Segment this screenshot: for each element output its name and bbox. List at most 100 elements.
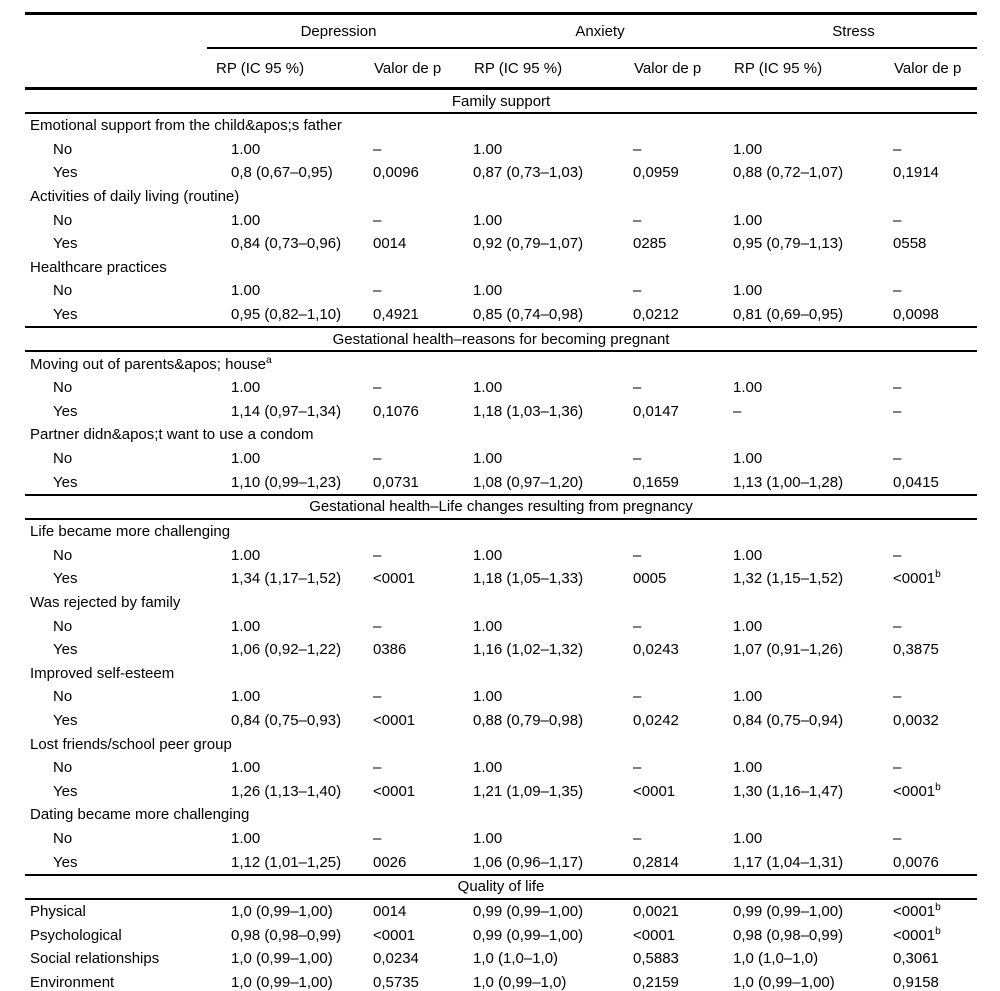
cell-anxiety-p: 0,0212 — [633, 306, 679, 324]
cell-anxiety-rp: 1.00 — [473, 759, 503, 777]
cell-anxiety-p: 0,2159 — [633, 973, 679, 991]
cell-depression-p — [370, 256, 470, 280]
cell-depression-p — [370, 185, 470, 209]
cell-stress-rp: 1.00 — [733, 379, 763, 397]
cell-stress-p — [890, 519, 977, 544]
cell-anxiety-p: 0285 — [633, 235, 667, 253]
row-label: Improved self-esteem — [30, 664, 175, 682]
cell-stress-p: – — [893, 546, 902, 564]
table-row: Yes 1,12 (1,01–1,25) 0026 1,06 (0,96–1,17) 0… — [25, 850, 977, 875]
cell-depression-p: – — [373, 688, 382, 706]
cell-stress-p: – — [893, 402, 902, 420]
row-label: Activities of daily living (routine) — [30, 188, 240, 206]
cell-stress-p — [890, 351, 977, 376]
cell-stress-rp: 1.00 — [733, 617, 763, 635]
cell-anxiety-rp: 0,85 (0,74–0,98) — [473, 306, 584, 324]
cell-depression-p: <0001 — [373, 711, 416, 729]
subheader-p-anxiety: Valor de p — [630, 48, 731, 90]
row-label: No — [53, 759, 73, 777]
cell-stress-p: – — [893, 450, 902, 468]
cell-depression-p — [370, 519, 470, 544]
row-label: Life became more challenging — [30, 523, 231, 541]
cell-stress-p — [890, 185, 977, 209]
cell-depression-p: <0001 — [373, 570, 416, 588]
cell-stress-rp — [730, 113, 890, 138]
cell-stress-rp — [730, 519, 890, 544]
cell-stress-p: <0001b — [893, 569, 941, 588]
cell-anxiety-p — [630, 351, 730, 376]
cell-depression-p: – — [373, 617, 382, 635]
cell-stress-p: 0,1914 — [893, 164, 939, 182]
table-row: Activities of daily living (routine) — [25, 185, 977, 209]
cell-depression-rp — [207, 256, 370, 280]
cell-depression-p — [370, 113, 470, 138]
cell-depression-rp: 1,10 (0,99–1,23) — [231, 473, 342, 491]
cell-anxiety-p: 0,5883 — [633, 950, 679, 968]
cell-depression-p: – — [373, 211, 382, 229]
cell-anxiety-p: 0,0147 — [633, 402, 679, 420]
row-label: Yes — [53, 402, 78, 420]
cell-anxiety-rp: 1,0 (1,0–1,0) — [473, 950, 559, 968]
superscript-note: b — [935, 902, 941, 914]
row-label: Moving out of parents&apos; housea — [30, 354, 272, 373]
row-label: Yes — [53, 235, 78, 253]
subheader-p-stress: Valor de p — [890, 48, 978, 90]
cell-depression-rp: 0,95 (0,82–1,10) — [231, 306, 342, 324]
cell-anxiety-rp: 1,06 (0,96–1,17) — [473, 853, 584, 871]
cell-depression-rp: 1.00 — [231, 450, 261, 468]
cell-depression-rp: 1,26 (1,13–1,40) — [231, 782, 342, 800]
cell-stress-p — [890, 661, 977, 685]
cell-anxiety-rp: 0,99 (0,99–1,00) — [473, 903, 584, 921]
cell-depression-rp — [207, 661, 370, 685]
cell-stress-p: 0,0415 — [893, 473, 939, 491]
table-row: Yes 1,06 (0,92–1,22) 0386 1,16 (1,02–1,32) 0… — [25, 638, 977, 662]
cell-depression-rp: 1,0 (0,99–1,00) — [231, 950, 333, 968]
group-header-depression: Depression — [207, 13, 470, 49]
table-row: No 1.00 – 1.00 – 1.00 – — [25, 138, 977, 162]
cell-stress-p: 0,0032 — [893, 711, 939, 729]
row-label: Yes — [53, 641, 78, 659]
table-row: No 1.00 – 1.00 – 1.00 – — [25, 447, 977, 471]
cell-depression-p: 0014 — [373, 235, 407, 253]
table-row: Yes 0,84 (0,75–0,93) <0001 0,88 (0,79–0,98)… — [25, 709, 977, 733]
cell-depression-p: 0,0731 — [373, 473, 419, 491]
row-label: Yes — [53, 306, 78, 324]
cell-stress-rp — [730, 732, 890, 756]
cell-anxiety-rp: 0,92 (0,79–1,07) — [473, 235, 584, 253]
table-row: No 1.00 – 1.00 – 1.00 – — [25, 685, 977, 709]
cell-anxiety-p: <0001 — [633, 782, 676, 800]
cell-stress-rp — [730, 256, 890, 280]
row-label: Emotional support from the child&apos;s … — [30, 117, 342, 135]
cell-anxiety-p — [630, 591, 730, 615]
cell-depression-rp: 1.00 — [231, 829, 261, 847]
cell-stress-rp: 1,32 (1,15–1,52) — [733, 570, 844, 588]
section-row: Gestational health–reasons for becoming … — [25, 326, 978, 353]
cell-stress-p: – — [893, 688, 902, 706]
cell-anxiety-rp: 1,18 (1,05–1,33) — [473, 570, 584, 588]
superscript-note: b — [935, 925, 941, 937]
cell-anxiety-rp: 1.00 — [473, 140, 503, 158]
subheader-p-depression: Valor de p — [370, 48, 470, 90]
cell-anxiety-rp — [470, 591, 630, 615]
table-row: Partner didn&apos;t want to use a condom — [25, 423, 977, 447]
cell-anxiety-p: – — [633, 688, 642, 706]
section-header: Gestational health–Life changes resultin… — [25, 493, 978, 520]
row-label: Was rejected by family — [30, 593, 181, 611]
table-row: Dating became more challenging — [25, 803, 977, 827]
cell-stress-p — [890, 591, 977, 615]
cell-anxiety-rp — [470, 803, 630, 827]
cell-depression-p: – — [373, 829, 382, 847]
table-row: Yes 1,10 (0,99–1,23) 0,0731 1,08 (0,97–1,20… — [25, 470, 977, 495]
cell-anxiety-p: – — [633, 546, 642, 564]
cell-stress-rp: 1.00 — [733, 450, 763, 468]
table-row: Psychological 0,98 (0,98–0,99) <0001 0,99 (… — [25, 923, 977, 947]
table-row: Emotional support from the child&apos;s … — [25, 113, 977, 138]
cell-stress-rp: 0,98 (0,98–0,99) — [733, 926, 844, 944]
cell-anxiety-p — [630, 519, 730, 544]
table-body: Family support Emotional support from the… — [25, 87, 978, 991]
cell-stress-rp: 1.00 — [733, 688, 763, 706]
cell-stress-rp: 1.00 — [733, 759, 763, 777]
cell-anxiety-p — [630, 256, 730, 280]
cell-stress-p: <0001b — [893, 925, 941, 944]
cell-anxiety-p: – — [633, 379, 642, 397]
